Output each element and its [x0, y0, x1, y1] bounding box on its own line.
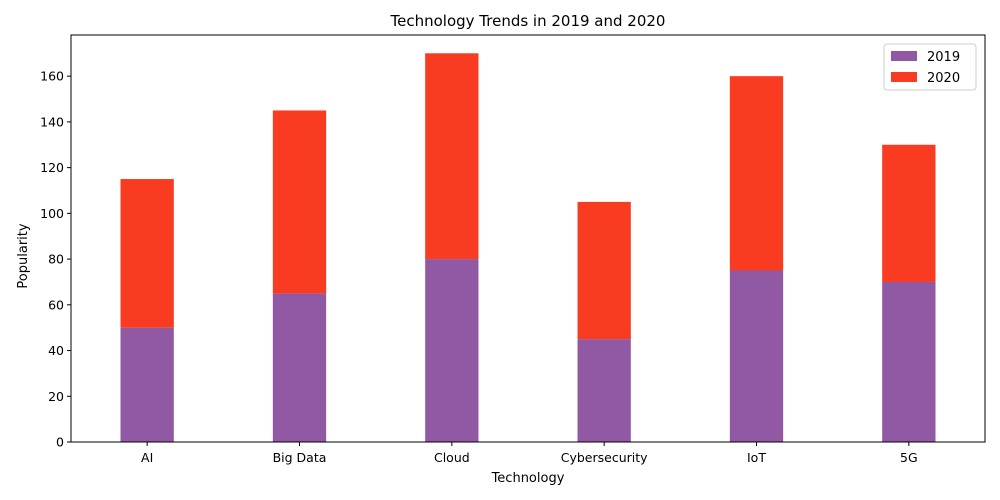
axes: 0 20 40 60 80 100 120 140 160 AI Big Data Cloud Cybe… — [40, 34, 986, 465]
x-tick-label: 5G — [900, 450, 918, 465]
bar-2020-cybersecurity — [577, 201, 631, 340]
chart-title: Technology Trends in 2019 and 2020 — [390, 12, 666, 30]
y-tick-label: 160 — [40, 69, 64, 84]
x-axis-label: Technology — [491, 471, 565, 486]
bar-2020-iot — [729, 76, 784, 271]
bar-2019-cybersecurity — [577, 339, 631, 442]
bar-2020-big-data — [272, 110, 327, 294]
x-tick-label: Cloud — [434, 450, 470, 465]
plot-frame — [70, 34, 986, 443]
plot-area — [120, 53, 936, 442]
bar-2019-big-data — [272, 293, 327, 442]
bar-2019-cloud — [425, 259, 479, 442]
y-axis-label: Popularity — [16, 223, 31, 288]
x-tick-label: IoT — [747, 450, 766, 465]
bar-2020-ai — [120, 179, 174, 328]
y-tick-label: 120 — [40, 160, 64, 175]
y-tick-label: 100 — [40, 206, 64, 221]
bar-2019-5g — [882, 281, 936, 442]
y-tick-label: 80 — [48, 252, 64, 267]
y-tick-label: 60 — [48, 297, 64, 312]
legend: 2019 2020 — [883, 43, 977, 91]
legend-label-2020: 2020 — [927, 71, 960, 86]
y-tick-label: 140 — [40, 114, 64, 129]
x-tick-label: Cybersecurity — [561, 450, 648, 465]
x-tick-label: AI — [141, 450, 153, 465]
legend-swatch-2019 — [891, 51, 917, 61]
bar-2019-ai — [120, 327, 174, 442]
bar-2020-cloud — [425, 53, 479, 260]
x-tick-label: Big Data — [273, 450, 327, 465]
bar-2020-5g — [882, 144, 936, 282]
bar-2019-iot — [729, 270, 784, 442]
y-tick-label: 40 — [48, 343, 64, 358]
legend-swatch-2020 — [891, 72, 917, 82]
legend-label-2019: 2019 — [927, 50, 960, 65]
y-tick-label: 20 — [48, 389, 64, 404]
y-tick-label: 0 — [56, 435, 64, 450]
